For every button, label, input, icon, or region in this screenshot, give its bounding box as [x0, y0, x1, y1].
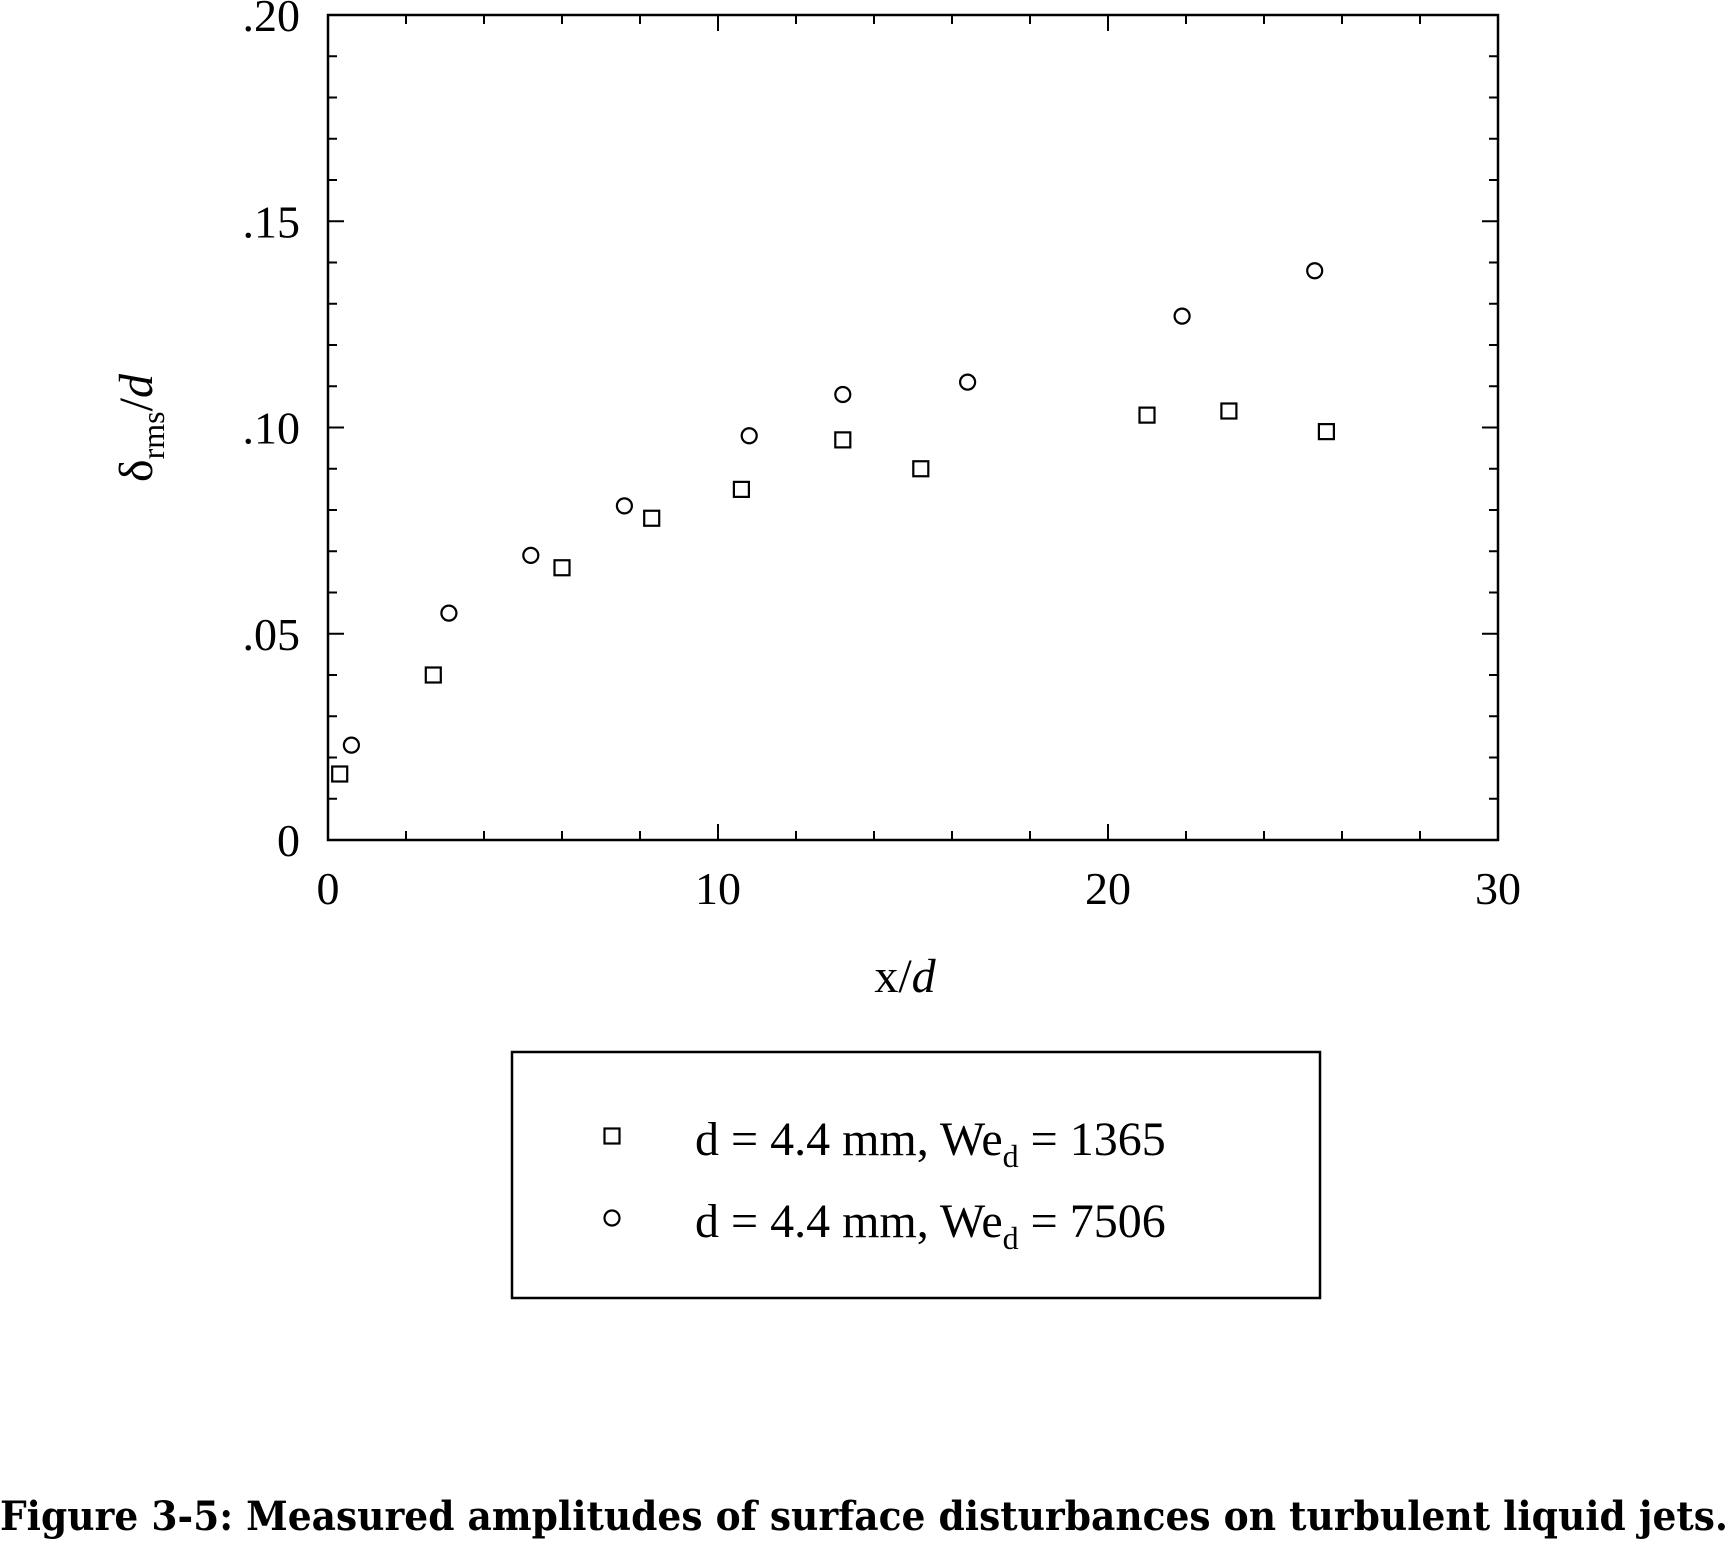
x-tick-label: 0 [317, 863, 340, 914]
circle-marker [522, 546, 540, 564]
legend-entry: d = 4.4 mm, Wed = 7506 [603, 1195, 1166, 1256]
legend-box [510, 1050, 1322, 1300]
square-marker [331, 765, 349, 783]
circle-marker [342, 736, 360, 754]
square-marker [834, 431, 852, 449]
square-marker [912, 460, 930, 478]
legend-circle-marker [603, 1209, 621, 1227]
y-tick-label: .05 [243, 609, 301, 660]
plot-frame [326, 13, 1500, 842]
circle-marker [1306, 262, 1324, 280]
data-points [331, 262, 1336, 783]
circle-marker [1173, 307, 1191, 325]
y-tick-label: .10 [243, 403, 301, 454]
series-circle [342, 262, 1324, 754]
figure-caption: Figure 3-5: Measured amplitudes of surfa… [0, 1493, 1728, 1540]
y-tick-labels: 0 .05 .10 .15 .20 [243, 0, 301, 866]
axis-ticks [327, 14, 1499, 841]
y-axis-title: δrms/d [110, 373, 171, 482]
series-square [331, 402, 1336, 783]
legend-label: d = 4.4 mm, Wed = 1365 [695, 1113, 1166, 1174]
y-tick-label: .20 [243, 0, 301, 41]
circle-marker [615, 497, 634, 515]
square-marker [553, 559, 571, 577]
circle-marker [958, 373, 977, 391]
x-tick-labels: 0 10 20 30 [317, 863, 1522, 914]
x-axis-title: x/d [874, 950, 936, 1003]
y-tick-label: 0 [277, 815, 300, 866]
x-tick-label: 30 [1475, 863, 1521, 914]
legend-square-marker [603, 1127, 621, 1145]
square-marker [1138, 406, 1156, 424]
x-tick-label: 10 [695, 863, 741, 914]
legend-entry: d = 4.4 mm, Wed = 1365 [603, 1113, 1166, 1174]
legend-label: d = 4.4 mm, Wed = 7506 [695, 1195, 1166, 1256]
x-tick-label: 20 [1085, 863, 1131, 914]
square-marker [424, 666, 442, 684]
square-marker [643, 509, 661, 527]
circle-marker [440, 604, 458, 622]
legend: d = 4.4 mm, Wed = 1365 d = 4.4 mm, Wed = … [510, 1050, 1322, 1300]
y-tick-label: .15 [243, 196, 301, 247]
square-marker [1317, 423, 1336, 441]
circle-marker [834, 385, 852, 404]
square-marker [732, 480, 751, 498]
circle-marker [740, 427, 758, 445]
square-marker [1220, 402, 1238, 420]
